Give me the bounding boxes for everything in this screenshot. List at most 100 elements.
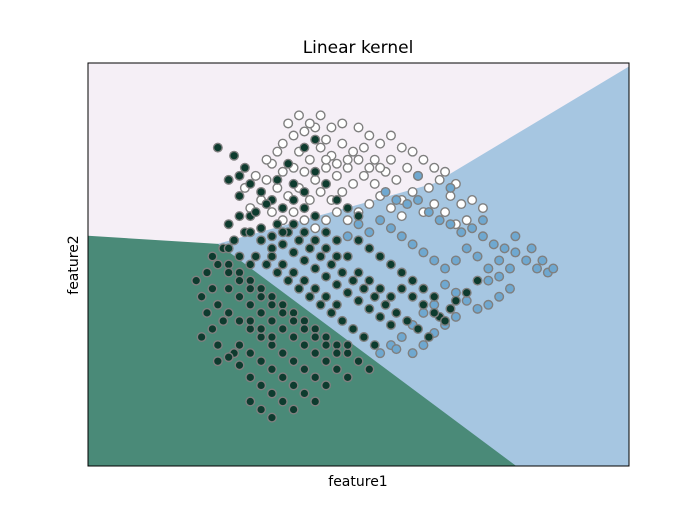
data-point-class-2 (207, 283, 218, 294)
data-point-class-2 (310, 348, 321, 359)
data-point-class-0 (445, 190, 456, 201)
data-point-class-2 (277, 239, 288, 250)
data-point-class-1 (461, 243, 472, 254)
data-point-class-0 (429, 162, 440, 173)
data-point-class-2 (391, 307, 402, 318)
data-point-class-2 (212, 259, 223, 270)
data-point-class-0 (402, 162, 413, 173)
data-point-class-0 (266, 207, 277, 218)
data-point-class-2 (364, 275, 375, 286)
data-point-class-2 (418, 283, 429, 294)
data-point-class-0 (348, 146, 359, 157)
data-point-class-2 (202, 307, 213, 318)
data-point-class-1 (450, 287, 461, 298)
data-point-class-0 (364, 130, 375, 141)
data-point-class-2 (299, 340, 310, 351)
data-point-class-2 (353, 356, 364, 367)
data-point-class-2 (283, 275, 294, 286)
data-point-class-2 (191, 275, 202, 286)
data-point-class-1 (429, 299, 440, 310)
data-point-class-2 (266, 412, 277, 423)
data-point-class-2 (245, 178, 256, 189)
data-point-class-0 (407, 186, 418, 197)
data-point-class-2 (266, 299, 277, 310)
data-point-class-2 (299, 275, 310, 286)
data-point-class-2 (310, 263, 321, 274)
data-point-class-0 (331, 158, 342, 169)
data-point-class-2 (245, 299, 256, 310)
data-point-class-2 (212, 340, 223, 351)
data-point-class-2 (250, 207, 261, 218)
plot-frame (87, 62, 630, 467)
data-point-class-1 (407, 239, 418, 250)
data-point-class-2 (337, 267, 348, 278)
data-point-class-2 (196, 291, 207, 302)
data-point-class-2 (321, 291, 332, 302)
data-point-class-2 (223, 243, 234, 254)
data-point-class-0 (461, 215, 472, 226)
data-point-class-0 (353, 154, 364, 165)
data-point-class-2 (299, 364, 310, 375)
data-point-class-0 (440, 207, 451, 218)
data-point-class-0 (272, 182, 283, 193)
data-point-class-2 (250, 251, 261, 262)
data-point-class-2 (256, 380, 267, 391)
data-point-class-1 (494, 255, 505, 266)
data-point-class-1 (418, 340, 429, 351)
data-point-class-0 (304, 118, 315, 129)
data-point-class-0 (261, 154, 272, 165)
data-point-class-0 (250, 170, 261, 181)
data-point-class-2 (245, 283, 256, 294)
data-point-class-0 (353, 122, 364, 133)
data-point-class-2 (288, 380, 299, 391)
data-point-class-1 (483, 299, 494, 310)
data-point-class-1 (477, 215, 488, 226)
data-point-class-2 (261, 259, 272, 270)
data-point-class-2 (364, 303, 375, 314)
data-point-class-2 (310, 372, 321, 383)
data-point-class-2 (223, 283, 234, 294)
data-point-class-0 (261, 174, 272, 185)
data-point-class-2 (353, 211, 364, 222)
data-point-class-2 (413, 323, 424, 334)
data-point-class-2 (321, 332, 332, 343)
data-point-class-0 (321, 162, 332, 173)
data-point-class-1 (380, 186, 391, 197)
data-point-class-1 (494, 291, 505, 302)
data-point-class-2 (310, 332, 321, 343)
data-point-class-2 (229, 235, 240, 246)
data-point-class-0 (429, 199, 440, 210)
data-point-class-2 (245, 227, 256, 238)
data-point-class-2 (256, 235, 267, 246)
data-point-class-2 (277, 259, 288, 270)
plot-area (87, 62, 630, 467)
data-point-class-2 (299, 142, 310, 153)
data-point-class-0 (369, 154, 380, 165)
data-point-class-1 (434, 215, 445, 226)
data-point-class-2 (245, 323, 256, 334)
data-point-class-1 (407, 348, 418, 359)
data-point-class-2 (331, 340, 342, 351)
data-point-class-2 (331, 279, 342, 290)
data-point-class-2 (256, 332, 267, 343)
data-point-class-2 (364, 364, 375, 375)
data-point-class-1 (521, 255, 532, 266)
data-point-class-2 (348, 323, 359, 334)
data-point-class-2 (234, 190, 245, 201)
data-point-class-0 (342, 162, 353, 173)
data-point-class-2 (256, 223, 267, 234)
data-point-class-1 (548, 263, 559, 274)
data-point-class-2 (299, 315, 310, 326)
data-point-class-2 (277, 299, 288, 310)
data-point-class-2 (288, 404, 299, 415)
data-point-class-2 (326, 259, 337, 270)
data-point-class-0 (277, 138, 288, 149)
data-point-class-2 (418, 299, 429, 310)
data-point-class-2 (256, 283, 267, 294)
data-point-class-2 (277, 372, 288, 383)
data-point-class-2 (353, 295, 364, 306)
decision-region-class-2 (88, 235, 517, 466)
data-point-class-2 (277, 203, 288, 214)
data-point-class-2 (402, 315, 413, 326)
data-point-class-2 (440, 315, 451, 326)
